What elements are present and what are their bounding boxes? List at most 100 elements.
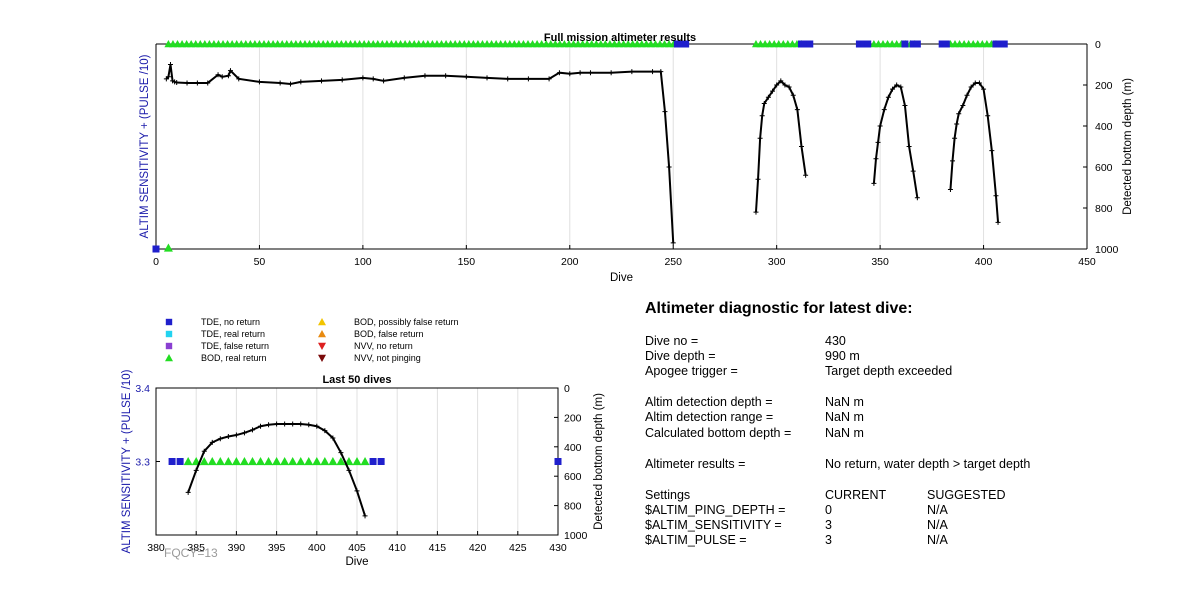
bottom-depth-point: [249, 427, 255, 433]
bottom-depth-point: [201, 448, 207, 454]
top-depth-point: [914, 195, 920, 201]
top-x-tick-label: 450: [1078, 256, 1096, 268]
top-depth-point: [567, 71, 573, 77]
top-depth-point: [401, 75, 407, 81]
diag-label-dive-depth: Dive depth =: [645, 349, 716, 363]
top-tde-marker: [996, 40, 1004, 48]
setting-suggested-sensitivity: N/A: [927, 518, 948, 532]
top-tde-marker: [913, 40, 921, 48]
bottom-bod-marker: [231, 457, 241, 466]
bottom-bod-marker: [328, 457, 338, 466]
top-depth-point: [964, 92, 970, 98]
top-depth-point: [761, 100, 767, 106]
bottom-y-left-label: ALTIM SENSITIVITY + (PULSE /10): [121, 369, 133, 553]
bottom-depth-point: [217, 436, 223, 442]
top-depth-point: [360, 75, 366, 81]
top-tde-marker: [802, 40, 810, 48]
top-depth-point: [339, 77, 345, 83]
diag-label-altimeter-results: Altimeter results =: [645, 457, 746, 471]
top-depth-point: [443, 73, 449, 79]
bottom-depth-point: [209, 439, 215, 445]
bottom-x-tick-label: 385: [187, 542, 205, 554]
bottom-depth-point: [258, 423, 264, 429]
bottom-bod-marker: [336, 457, 346, 466]
bottom-bod-marker: [199, 457, 209, 466]
top-depth-point: [782, 82, 788, 88]
top-depth-point: [995, 219, 1001, 225]
diag-label-detection-depth: Altim detection depth =: [645, 395, 773, 409]
bottom-x-tick-label: 390: [228, 542, 246, 554]
bottom-tde-marker: [554, 458, 562, 465]
diag-label-bottom-depth: Calculated bottom depth =: [645, 426, 792, 440]
top-x-tick-label: 250: [664, 256, 682, 268]
top-x-tick-label: 350: [871, 256, 889, 268]
top-depth-point: [774, 82, 780, 88]
bottom-bod-marker: [320, 457, 330, 466]
top-depth-point: [556, 70, 562, 76]
bottom-depth-point: [274, 421, 280, 427]
top-depth-point: [227, 68, 233, 74]
top-depth-point: [877, 123, 883, 129]
top-depth-point: [256, 79, 262, 85]
top-chart-title: Full mission altimeter results: [544, 32, 696, 44]
top-depth-point: [902, 103, 908, 108]
top-depth-point: [954, 121, 960, 127]
top-bod-marker: [163, 243, 173, 252]
legend-triangle-icon: [318, 330, 326, 338]
diag-label-dive-no: Dive no =: [645, 334, 699, 348]
legend-label: BOD, possibly false return: [354, 317, 459, 327]
setting-label-sensitivity: $ALTIM_SENSITIVITY =: [645, 518, 782, 532]
diag-value-altimeter-results: No return, water depth > target depth: [825, 457, 1031, 471]
top-depth-point: [319, 78, 325, 84]
top-depth-point: [985, 113, 991, 119]
setting-suggested-ping-depth: N/A: [927, 503, 948, 517]
top-x-axis-label: Dive: [610, 272, 633, 284]
setting-current-pulse: 3: [825, 533, 832, 547]
top-depth-point: [205, 80, 211, 86]
top-depth-point: [167, 62, 173, 67]
legend-triangle-icon: [165, 354, 173, 362]
top-depth-point: [885, 94, 891, 100]
top-y-tick-label: 0: [1095, 39, 1101, 51]
top-depth-point: [910, 168, 916, 174]
bottom-depth-point: [298, 421, 304, 427]
top-tde-marker: [673, 40, 681, 48]
legend-label: TDE, real return: [201, 329, 265, 339]
bottom-depth-point: [233, 432, 239, 438]
bottom-bod-marker: [239, 457, 249, 466]
bottom-x-tick-label: 395: [268, 542, 286, 554]
legend-square-icon: [165, 330, 173, 338]
bottom-x-tick-label: 405: [348, 542, 366, 554]
legend-triangle-icon: [318, 318, 326, 326]
top-depth-point: [505, 76, 511, 82]
bottom-tde-marker: [377, 458, 385, 465]
top-depth-point: [873, 156, 879, 162]
top-tde-marker: [682, 40, 690, 48]
top-depth-point: [236, 76, 242, 82]
bottom-depth-point: [362, 513, 368, 519]
legend-label: TDE, no return: [201, 317, 260, 327]
bottom-bod-marker: [183, 457, 193, 466]
top-depth-point: [881, 107, 887, 113]
top-tde-marker: [864, 40, 872, 48]
top-y-right-label: Detected bottom depth (m): [1122, 78, 1134, 215]
top-tde-marker: [860, 40, 868, 48]
bottom-bod-marker: [223, 457, 233, 466]
bottom-depth-point: [241, 430, 247, 436]
top-x-tick-label: 150: [458, 256, 476, 268]
top-depth-point: [215, 72, 221, 78]
legend-label: NVV, no return: [354, 341, 413, 351]
legend-square-icon: [165, 318, 173, 326]
top-tde-marker: [909, 40, 917, 48]
bottom-y-right-tick-label: 400: [564, 442, 582, 454]
top-y-tick-label: 800: [1095, 203, 1113, 215]
bottom-y-right-tick-label: 200: [564, 412, 582, 424]
top-depth-point: [894, 82, 900, 88]
top-y-left-label: ALTIM SENSITIVITY + (PULSE /10): [139, 54, 151, 238]
legend-triangle-down-icon: [318, 354, 326, 362]
top-depth-point: [981, 86, 987, 92]
top-depth-point: [952, 135, 958, 141]
top-depth-point: [277, 80, 283, 86]
bottom-bod-marker: [296, 457, 306, 466]
bottom-bod-marker: [352, 457, 362, 466]
